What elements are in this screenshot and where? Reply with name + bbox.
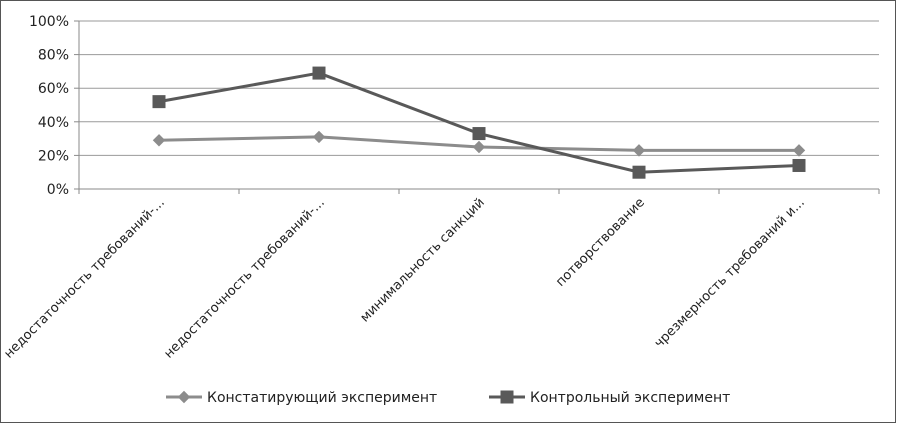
data-point [152,134,166,147]
data-point [312,130,326,144]
data-point [472,140,486,154]
x-tick-labels: недостаточность требований-...недостаточ… [2,195,808,361]
series-1 [152,130,806,157]
y-tick-label: 80% [38,48,69,64]
data-point [472,127,486,141]
x-tick-label: минимальность санкций [358,195,488,325]
legend-marker [500,390,514,404]
legend-label: Контрольный эксперимент [530,390,730,406]
legend: Констатирующий эксперимент Контрольный эк… [166,390,730,406]
series-2 [152,66,806,179]
data-point [792,144,806,157]
legend-label: Констатирующий эксперимент [207,390,437,406]
y-tick-label: 20% [38,148,69,164]
legend-marker [177,390,191,404]
x-tick-label: недостаточность требований-... [2,195,168,361]
data-point [312,66,326,80]
x-tick-label: недостаточность требований-... [162,195,328,361]
x-tick-label: потворствование [553,195,648,290]
y-tick-label: 0% [47,182,69,198]
y-tick-label: 60% [38,81,69,97]
data-point [632,165,646,179]
y-tick-labels: 0% 20% 40% 60% 80% 100% [29,14,69,198]
y-tick-label: 40% [38,115,69,131]
legend-entry: Констатирующий эксперимент [166,390,437,406]
data-point [792,158,806,172]
grid-layer [79,20,879,156]
legend-entry: Контрольный эксперимент [489,390,730,406]
y-tick-label: 100% [29,14,69,30]
series-layer [152,66,806,179]
data-point [632,144,646,157]
x-tick-label: чрезмерность требований и... [652,195,808,351]
axis-layer [74,20,880,194]
data-point [152,95,166,109]
